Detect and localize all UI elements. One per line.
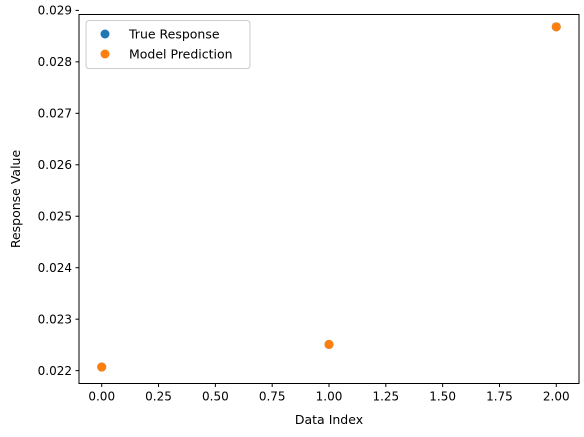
x-tick-label: 0.75	[259, 390, 286, 404]
x-tick-label: 0.25	[145, 390, 172, 404]
legend-label-true-response: True Response	[128, 27, 220, 42]
plot-frame	[78, 14, 580, 384]
points-layer	[97, 22, 561, 372]
x-tick-label: 1.75	[486, 390, 513, 404]
y-tick-label: 0.023	[38, 312, 72, 326]
x-tick-label: 1.50	[429, 390, 456, 404]
point-model-prediction	[324, 339, 334, 349]
y-tick-label: 0.026	[38, 158, 72, 172]
y-tick-label: 0.027	[38, 107, 72, 121]
legend-label-model-prediction: Model Prediction	[129, 47, 233, 62]
legend: True Response Model Prediction	[85, 20, 251, 69]
x-tick-label: 0.50	[202, 390, 229, 404]
legend-marker-true-response	[100, 29, 110, 39]
legend-marker-model-prediction	[100, 49, 110, 59]
x-axis-ticks: 0.00 0.25 0.50 0.75 1.00 1.25 1.50 1.75 2.00	[88, 383, 570, 404]
y-tick-label: 0.029	[38, 4, 72, 18]
y-axis-ticks: 0.022 0.023 0.024 0.025 0.026 0.027 0.028 0.029	[38, 4, 79, 378]
y-tick-label: 0.028	[38, 55, 72, 69]
x-tick-label: 0.00	[88, 390, 115, 404]
point-model-prediction	[97, 362, 107, 372]
y-tick-label: 0.022	[38, 364, 72, 378]
y-tick-label: 0.024	[38, 261, 72, 275]
y-axis-title: Response Value	[8, 150, 23, 249]
x-tick-label: 1.00	[316, 390, 343, 404]
x-tick-label: 1.25	[372, 390, 399, 404]
y-tick-label: 0.025	[38, 210, 72, 224]
point-model-prediction	[551, 22, 561, 32]
legend-box	[85, 20, 251, 69]
x-axis-title: Data Index	[295, 412, 363, 427]
x-tick-label: 2.00	[543, 390, 570, 404]
